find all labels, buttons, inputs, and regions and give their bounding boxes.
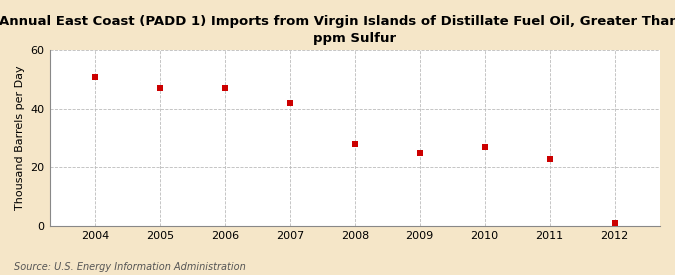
Point xyxy=(350,142,360,146)
Point xyxy=(284,101,295,105)
Point xyxy=(90,75,101,79)
Point xyxy=(544,156,555,161)
Text: Source: U.S. Energy Information Administration: Source: U.S. Energy Information Administ… xyxy=(14,262,245,272)
Y-axis label: Thousand Barrels per Day: Thousand Barrels per Day xyxy=(15,66,25,210)
Title: Annual East Coast (PADD 1) Imports from Virgin Islands of Distillate Fuel Oil, G: Annual East Coast (PADD 1) Imports from … xyxy=(0,15,675,45)
Point xyxy=(414,150,425,155)
Point xyxy=(479,145,490,149)
Point xyxy=(219,86,230,90)
Point xyxy=(609,221,620,225)
Point xyxy=(155,86,165,90)
